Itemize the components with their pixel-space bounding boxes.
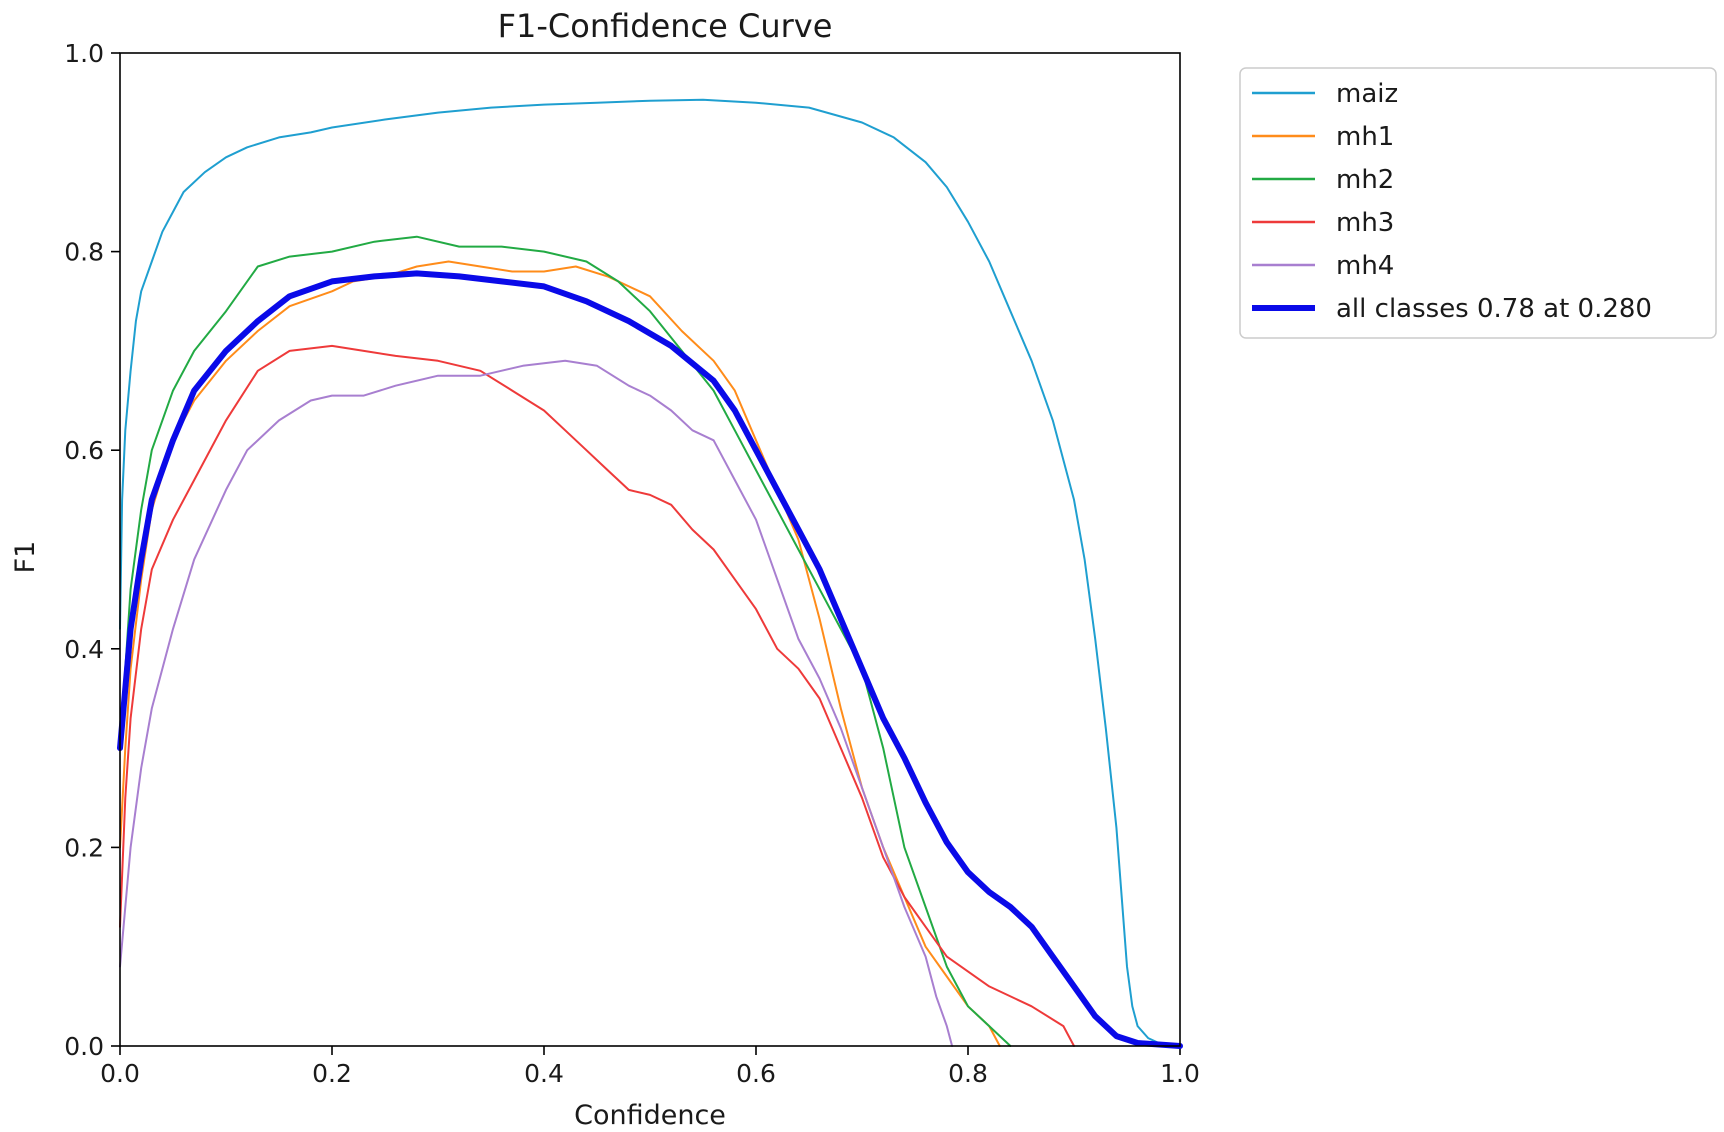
series-line-mh3 [119,344,1075,1047]
legend-label: all classes 0.78 at 0.280 [1336,294,1652,324]
y-tick-label: 0.0 [64,1032,104,1061]
legend-label: mh4 [1336,251,1394,281]
x-tick-label: 0.0 [100,1059,140,1088]
plot-series [117,98,1183,1049]
series-line-mh2 [119,235,1012,1047]
series-line-all-classes [117,270,1183,1049]
y-axis-label: F1 [10,541,41,574]
legend-label: mh1 [1336,122,1394,152]
axis-ticks: 0.0 0.2 0.4 0.6 0.8 1.0 0.0 0.2 0.4 0.6 0.8 1.0 [64,39,1200,1088]
chart-title: F1-Confidence Curve [498,7,833,45]
y-tick-label: 0.6 [64,436,104,465]
x-tick-label: 0.2 [312,1059,352,1088]
x-tick-label: 0.4 [524,1059,564,1088]
x-axis-label: Confidence [574,1100,726,1131]
legend-label: mh2 [1336,165,1394,195]
legend: maiz mh1 mh2 mh3 mh4 all classes 0.78 at 0.28… [1239,67,1717,339]
x-tick-label: 0.8 [948,1059,988,1088]
x-tick-label: 1.0 [1160,1059,1200,1088]
series-line-mh4 [119,359,954,1047]
plot-frame [119,52,1181,1047]
legend-label: maiz [1336,79,1398,109]
y-tick-label: 0.8 [64,238,104,267]
y-tick-label: 0.2 [64,833,104,862]
y-tick-label: 0.4 [64,635,104,664]
legend-box [1239,67,1717,339]
y-tick-label: 1.0 [64,39,104,68]
series-line-maiz [119,98,1181,1047]
legend-label: mh3 [1336,208,1394,238]
x-tick-label: 0.6 [736,1059,776,1088]
